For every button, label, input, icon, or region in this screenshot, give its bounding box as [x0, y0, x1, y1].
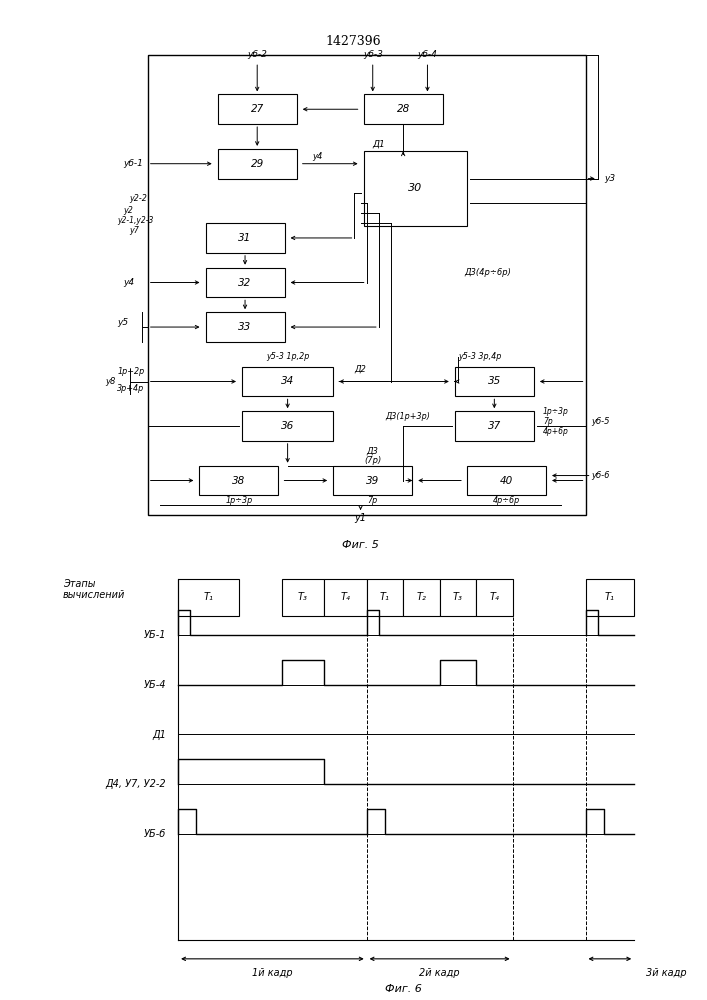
Bar [148, 55, 585, 515]
Text: УБ-4: УБ-4 [144, 680, 166, 690]
Bar [178, 579, 239, 616]
Text: уб-1: уб-1 [124, 159, 144, 168]
Text: T₁: T₁ [605, 592, 615, 602]
Text: 34: 34 [281, 376, 294, 386]
Text: Д3: Д3 [367, 446, 379, 455]
Text: 7р: 7р [368, 496, 378, 505]
Bar [242, 411, 333, 441]
Text: Д3(4р÷6р): Д3(4р÷6р) [464, 268, 511, 277]
Text: 1р+2р: 1р+2р [117, 367, 145, 376]
Text: T₃: T₃ [453, 592, 463, 602]
Text: 7р: 7р [543, 417, 553, 426]
Text: у4: у4 [312, 152, 322, 161]
Text: 31: 31 [238, 233, 252, 243]
Text: 3й кадр: 3й кадр [646, 968, 687, 978]
Text: 1р÷3р: 1р÷3р [226, 496, 252, 505]
Text: уб-6: уб-6 [592, 471, 610, 480]
Text: 27: 27 [250, 104, 264, 114]
Text: у7: у7 [129, 226, 139, 235]
Text: уб-5: уб-5 [592, 417, 610, 426]
Text: у5: у5 [117, 318, 129, 327]
Bar [206, 223, 284, 253]
Text: Д3(1р+3р): Д3(1р+3р) [385, 412, 430, 421]
Text: 4р+6р: 4р+6р [543, 426, 569, 436]
Bar [363, 94, 443, 124]
Text: 32: 32 [238, 277, 252, 288]
Text: у3: у3 [604, 174, 615, 183]
Text: Д1: Д1 [152, 729, 166, 740]
Text: УБ-б: УБ-б [144, 829, 166, 839]
Text: 35: 35 [488, 376, 501, 386]
Text: T₄: T₄ [341, 592, 350, 602]
Text: у8: у8 [105, 377, 115, 386]
Bar [455, 367, 534, 396]
Bar [367, 579, 403, 616]
Text: 40: 40 [500, 476, 513, 486]
Bar [218, 94, 297, 124]
Bar [440, 579, 476, 616]
Text: Этапы
вычислений: Этапы вычислений [63, 579, 125, 600]
Text: Д1: Д1 [372, 139, 385, 148]
Text: у2-2: у2-2 [129, 194, 147, 203]
Bar [455, 411, 534, 441]
Text: 1р÷3р: 1р÷3р [543, 407, 569, 416]
Text: 29: 29 [250, 159, 264, 169]
Text: УБ-1: УБ-1 [144, 630, 166, 640]
Text: Фиг. 5: Фиг. 5 [342, 540, 379, 550]
Bar [333, 466, 412, 495]
Text: 33: 33 [238, 322, 252, 332]
Bar [403, 579, 440, 616]
Text: уб-3: уб-3 [363, 50, 382, 59]
Text: у4: у4 [124, 278, 134, 287]
Text: 37: 37 [488, 421, 501, 431]
Text: 1й кадр: 1й кадр [252, 968, 293, 978]
Bar [218, 149, 297, 179]
Text: 2й кадр: 2й кадр [419, 968, 460, 978]
Bar [206, 312, 284, 342]
Text: 4р÷6р: 4р÷6р [493, 496, 520, 505]
Bar [467, 466, 546, 495]
Bar [585, 579, 634, 616]
Text: T₁: T₁ [204, 592, 214, 602]
Text: T₄: T₄ [489, 592, 499, 602]
Text: Д4, У7, У2-2: Д4, У7, У2-2 [105, 779, 166, 789]
Text: T₁: T₁ [380, 592, 390, 602]
Text: 30: 30 [408, 183, 422, 193]
Text: 36: 36 [281, 421, 294, 431]
Text: у5-3 3р,4р: у5-3 3р,4р [458, 352, 501, 361]
Text: Фиг. 6: Фиг. 6 [385, 984, 421, 994]
Bar [324, 579, 367, 616]
Text: 38: 38 [233, 476, 245, 486]
Text: T₂: T₂ [416, 592, 426, 602]
Text: 28: 28 [397, 104, 410, 114]
Text: у2: у2 [124, 206, 134, 215]
Text: 1427396: 1427396 [326, 35, 381, 48]
Text: Д2: Д2 [355, 365, 366, 374]
Text: у5-3 1р,2р: у5-3 1р,2р [266, 352, 309, 361]
Text: T₃: T₃ [298, 592, 308, 602]
Bar [242, 367, 333, 396]
Text: 39: 39 [366, 476, 380, 486]
Text: 3р+4р: 3р+4р [117, 384, 145, 393]
Bar [476, 579, 513, 616]
Bar [281, 579, 324, 616]
Text: уб-2: уб-2 [247, 50, 267, 59]
Text: уб-4: уб-4 [418, 50, 438, 59]
Bar [363, 151, 467, 226]
Bar [199, 466, 279, 495]
Text: у1: у1 [355, 513, 366, 523]
Text: (7р): (7р) [364, 456, 381, 465]
Text: у2-1,у2-3: у2-1,у2-3 [117, 216, 153, 225]
Bar [206, 268, 284, 297]
